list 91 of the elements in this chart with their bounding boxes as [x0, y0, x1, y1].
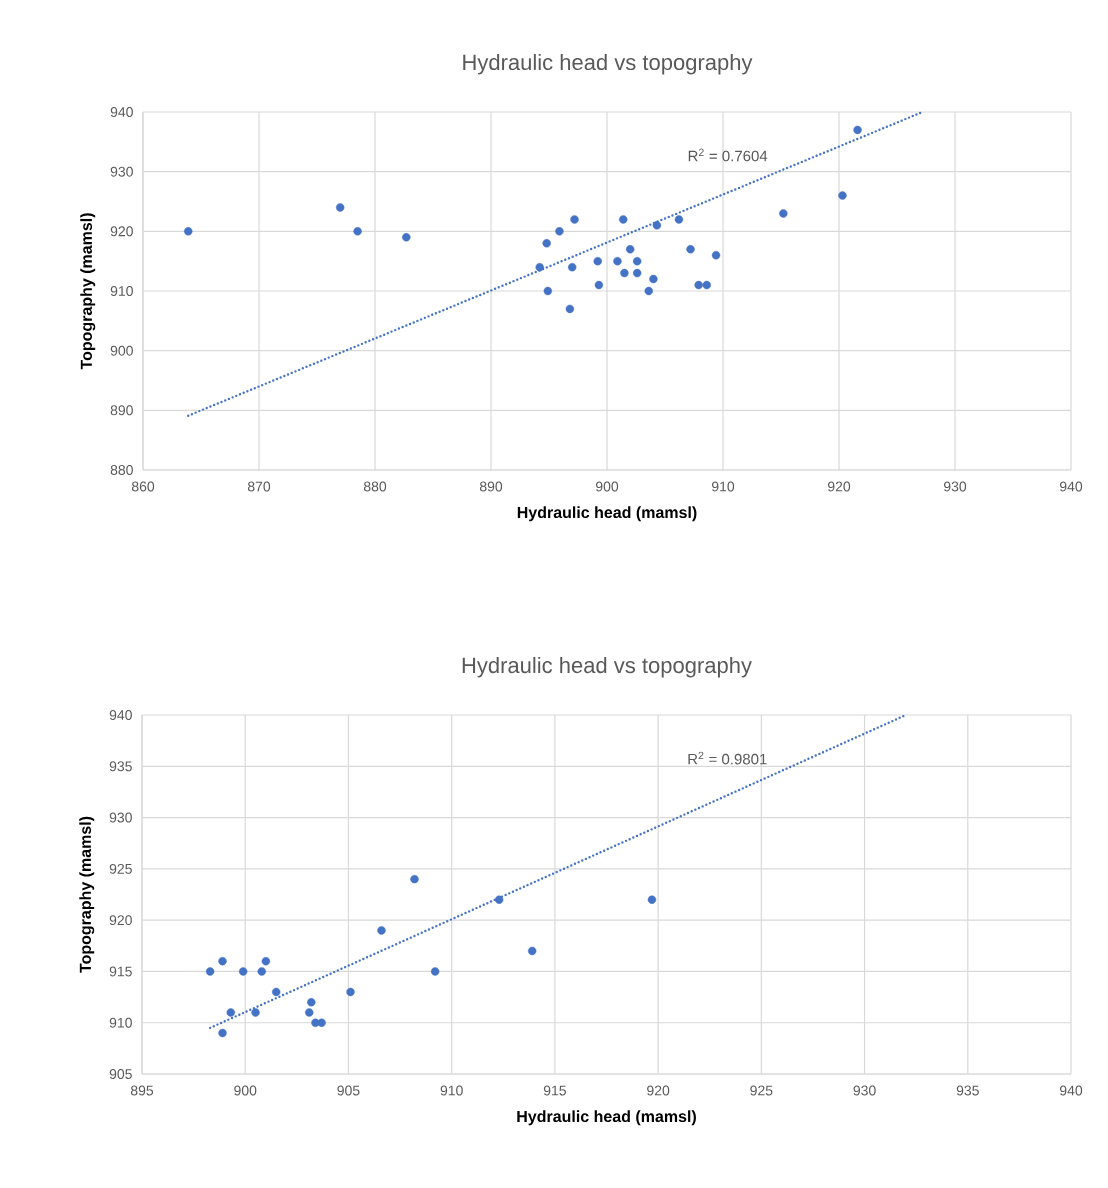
x-tick-label: 920: [827, 481, 851, 492]
x-tick-label: 895: [130, 1085, 154, 1096]
y-tick-label: 930: [109, 812, 132, 823]
point: [353, 227, 362, 236]
chart-title: Hydraulic head vs topography: [462, 656, 752, 678]
point: [336, 203, 345, 212]
x-tick-label: 910: [440, 1085, 463, 1096]
x-tick-label: 935: [956, 1085, 979, 1096]
point: [402, 233, 411, 242]
y-tick-label: 915: [109, 966, 132, 977]
point: [652, 221, 662, 230]
point: [317, 1018, 326, 1027]
point: [430, 967, 440, 976]
y-tick-label: 920: [109, 915, 132, 926]
y-tick-label: 940: [109, 710, 132, 720]
point: [779, 209, 788, 218]
point: [694, 280, 703, 290]
point: [711, 251, 721, 260]
x-tick-label: 940: [1059, 1085, 1083, 1096]
x-tick-label: 860: [131, 481, 155, 492]
point: [205, 967, 215, 976]
point: [305, 1008, 314, 1017]
point: [535, 262, 544, 272]
y-axis-title: Topography (mamsl): [79, 816, 95, 973]
point: [565, 304, 575, 314]
point: [686, 245, 695, 254]
point: [632, 268, 642, 278]
y-tick-label: 935: [109, 761, 132, 772]
point: [644, 286, 653, 296]
point: [307, 998, 316, 1007]
x-tick-label: 890: [479, 481, 503, 492]
point: [702, 280, 711, 290]
point: [261, 956, 271, 966]
annotation: R$^{2}$ = 0.9801: [688, 751, 767, 765]
point: [494, 895, 504, 904]
x-tick-label: 940: [1059, 481, 1083, 492]
point: [619, 215, 628, 224]
y-tick-label: 905: [109, 1069, 132, 1079]
point: [346, 987, 355, 997]
point: [632, 256, 642, 266]
point: [226, 1008, 235, 1017]
point: [251, 1008, 260, 1017]
y-tick-label: 910: [109, 1017, 132, 1028]
x-axis-title: Hydraulic head (mamsl): [517, 506, 697, 522]
x-tick-label: 880: [363, 481, 387, 492]
x-tick-label: 915: [543, 1085, 566, 1096]
x-tick-label: 870: [247, 481, 271, 492]
y-tick-label: 920: [110, 226, 133, 237]
chart-title: Hydraulic head vs topography: [463, 53, 753, 75]
y-tick-label: 940: [110, 107, 133, 117]
x-tick-label: 930: [943, 481, 967, 492]
x-tick-label: 900: [595, 481, 619, 492]
point: [647, 895, 657, 904]
point: [649, 274, 658, 284]
point: [674, 215, 684, 224]
x-tick-label: 925: [750, 1085, 773, 1096]
x-tick-label: 910: [711, 481, 735, 492]
point: [410, 874, 419, 884]
point: [853, 125, 862, 135]
y-tick-label: 900: [110, 345, 133, 356]
point: [570, 215, 579, 224]
x-tick-label: 900: [234, 1085, 257, 1096]
point: [594, 280, 604, 290]
point: [838, 191, 847, 200]
y-axis-title: Topography (mamsl): [80, 213, 96, 370]
y-tick-label: 930: [110, 166, 133, 177]
point: [257, 967, 266, 976]
x-tick-label: 905: [337, 1085, 360, 1096]
point: [543, 286, 553, 296]
y-tick-label: 880: [110, 465, 133, 475]
y-tick-label: 890: [110, 405, 133, 416]
point: [620, 268, 629, 278]
point: [377, 926, 386, 935]
point: [271, 987, 281, 997]
x-tick-label: 920: [647, 1085, 670, 1096]
point: [218, 1028, 227, 1038]
point: [626, 245, 635, 254]
x-axis-title: Hydraulic head (mamsl): [517, 1110, 696, 1126]
annotation: R$^{2}$ = 0.7604: [688, 148, 768, 162]
point: [527, 946, 537, 956]
point: [542, 239, 551, 248]
point: [218, 956, 227, 966]
x-tick-label: 930: [853, 1085, 876, 1096]
point: [568, 262, 577, 272]
point: [593, 256, 602, 266]
point: [184, 227, 193, 236]
y-tick-label: 910: [110, 286, 133, 296]
point: [555, 227, 564, 236]
point: [238, 967, 248, 976]
y-tick-label: 925: [109, 863, 132, 874]
point: [613, 256, 622, 266]
